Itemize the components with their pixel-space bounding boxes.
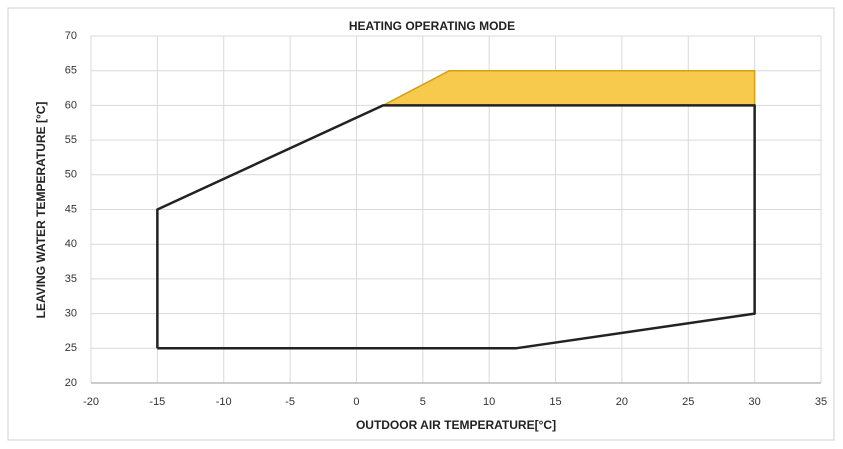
x-tick-label: 15 <box>549 396 561 408</box>
y-tick-label: 55 <box>65 134 77 146</box>
x-tick-label: 10 <box>483 396 495 408</box>
chart-title: HEATING OPERATING MODE <box>349 19 515 33</box>
area <box>382 69 756 107</box>
y-tick-label: 70 <box>65 30 77 42</box>
y-tick-label: 20 <box>65 377 77 389</box>
x-tick-label: -5 <box>285 396 295 408</box>
y-tick-label: 40 <box>65 238 77 250</box>
y-tick-label: 45 <box>65 203 77 215</box>
x-tick-label: 20 <box>616 396 628 408</box>
line <box>156 104 756 350</box>
x-tick-label: 30 <box>749 396 761 408</box>
x-tick-label: -10 <box>216 396 232 408</box>
y-tick-label: 35 <box>65 273 77 285</box>
y-tick-label: 50 <box>65 169 77 181</box>
y-tick-label: 25 <box>65 342 77 354</box>
y-tick-label: 65 <box>65 65 77 77</box>
x-tick-label: 0 <box>353 396 359 408</box>
x-tick-label: 5 <box>420 396 426 408</box>
x-tick-label: 35 <box>815 396 827 408</box>
y-tick-label: 30 <box>65 308 77 320</box>
y-axis-label: LEAVING WATER TEMPERATURE [°C] <box>34 102 48 319</box>
x-tick-label: -20 <box>83 396 99 408</box>
x-tick-label: -15 <box>149 396 165 408</box>
x-axis-label: OUTDOOR AIR TEMPERATURE[°C] <box>356 418 556 432</box>
x-tick-label: 25 <box>682 396 694 408</box>
y-tick-label: 60 <box>65 99 77 111</box>
